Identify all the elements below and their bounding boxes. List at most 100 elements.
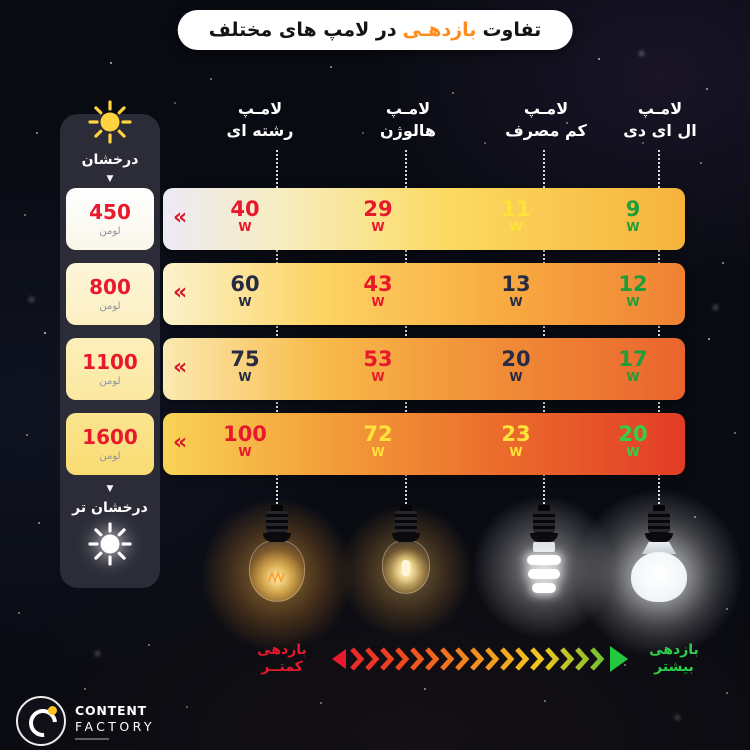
cfl-coil [528, 569, 560, 579]
content-factory-logo: CONTENT FACTORY [16, 696, 155, 746]
wattage-cell: 40 W [210, 198, 280, 234]
bulb-socket [263, 505, 291, 542]
cfl-coil [532, 583, 556, 593]
title-part1: تفاوت [482, 19, 542, 41]
column-header-line1: لامـپ [237, 99, 283, 118]
watt-unit: W [371, 445, 385, 459]
watt-value: 53 [363, 347, 393, 371]
lumen-value: 1100 [82, 349, 138, 374]
lumen-unit: لومن [99, 375, 121, 387]
wattage-cell: 17 W [598, 348, 668, 384]
title-pill: تفاوت بازدهـی در لامپ های مختلف [177, 10, 573, 50]
chevrons-icon: « [173, 205, 188, 230]
down-arrow-icon: ▼ [106, 484, 114, 494]
bulb-glass [382, 540, 430, 594]
watt-unit: W [371, 370, 385, 384]
wattage-cell: 72 W [343, 423, 413, 459]
watt-value: 29 [363, 197, 393, 221]
watt-unit: W [626, 220, 640, 234]
stars-bright [0, 0, 3, 3]
title-part2: در لامپ های مختلف [208, 19, 397, 41]
logo-text: CONTENT FACTORY [75, 703, 155, 740]
column-header-line2: کم مصرف [505, 121, 587, 140]
wattage-cell: 60 W [210, 273, 280, 309]
wattage-cell: 43 W [343, 273, 413, 309]
column-header-halogen: لامـپ هالوژن [353, 98, 463, 142]
column-header-incandescent: لامـپ رشته ای [205, 98, 315, 142]
logo-line1: CONTENT [75, 702, 147, 718]
sun-dim-icon [88, 100, 132, 144]
wattage-bar: « 60 W 43 W 13 W 12 W [163, 263, 685, 325]
brightness-panel: درخشان ▼ 450 لومن 800 لومن 1100 لومن 160… [60, 100, 160, 588]
column-header-led: لامـپ ال ای دی [605, 98, 715, 142]
chevrons-icon: « [173, 430, 188, 455]
logo-byline [75, 737, 109, 740]
watt-value: 20 [501, 347, 531, 371]
led-dome [631, 552, 687, 602]
watt-unit: W [371, 295, 385, 309]
watt-unit: W [626, 295, 640, 309]
watt-value: 72 [363, 422, 393, 446]
wattage-cell: 9 W [598, 198, 668, 234]
watt-value: 23 [501, 422, 531, 446]
incandescent-bulb [199, 497, 355, 653]
efficiency-label-more: بازدهی بیشتر [638, 642, 710, 676]
lumen-unit: لومن [99, 300, 121, 312]
bulb-glass [249, 540, 305, 602]
column-header-line1: لامـپ [637, 99, 683, 118]
watt-value: 43 [363, 272, 393, 296]
bulb-socket [530, 505, 558, 542]
hanging-cord [658, 150, 660, 508]
logo-mark-icon [16, 696, 66, 746]
column-header-line2: هالوژن [379, 121, 436, 140]
efficiency-less-line2: کمتــر [261, 659, 303, 675]
wattage-cell: 100 W [210, 423, 280, 459]
hanging-cord [405, 150, 407, 508]
wattage-bar: « 100 W 72 W 23 W 20 W [163, 413, 685, 475]
watt-unit: W [238, 445, 252, 459]
watt-value: 17 [618, 347, 648, 371]
lumen-value: 450 [89, 199, 131, 224]
watt-unit: W [626, 445, 640, 459]
watt-value: 9 [625, 197, 641, 221]
column-header-line2: رشته ای [226, 121, 294, 140]
logo-line2: FACTORY [75, 718, 155, 734]
lumen-unit: لومن [99, 450, 121, 462]
chevrons-icon: « [173, 355, 188, 380]
hanging-cord [543, 150, 545, 508]
wattage-cell: 11 W [481, 198, 551, 234]
wattage-cell: 23 W [481, 423, 551, 459]
column-header-line1: لامـپ [523, 99, 569, 118]
lumen-value: 1600 [82, 424, 138, 449]
column-header-line1: لامـپ [385, 99, 431, 118]
watt-unit: W [371, 220, 385, 234]
cfl-base [533, 542, 555, 552]
watt-value: 100 [223, 422, 267, 446]
filament-icon [268, 570, 285, 583]
halogen-bulb [338, 503, 474, 639]
wattage-cell: 13 W [481, 273, 551, 309]
brightness-label-top: درخشان [81, 152, 139, 168]
wattage-cell: 29 W [343, 198, 413, 234]
watt-unit: W [626, 370, 640, 384]
watt-value: 11 [501, 197, 531, 221]
led-heatsink [642, 542, 676, 554]
efficiency-more-line2: بیشتر [654, 659, 694, 675]
efficiency-more-line1: بازدهی [649, 642, 699, 658]
hanging-cord [276, 150, 278, 508]
wattage-cell: 20 W [598, 423, 668, 459]
cfl-bulb [471, 494, 617, 640]
lumen-box: 450 لومن [66, 188, 154, 250]
watt-value: 60 [230, 272, 260, 296]
watt-value: 13 [501, 272, 531, 296]
watt-value: 75 [230, 347, 260, 371]
wattage-cell: 53 W [343, 348, 413, 384]
watt-value: 40 [230, 197, 260, 221]
lumen-unit: لومن [99, 225, 121, 237]
chevrons-icon: « [173, 280, 188, 305]
sun-bright-icon [88, 522, 132, 566]
lumen-box: 1600 لومن [66, 413, 154, 475]
watt-value: 20 [618, 422, 648, 446]
watt-unit: W [509, 220, 523, 234]
